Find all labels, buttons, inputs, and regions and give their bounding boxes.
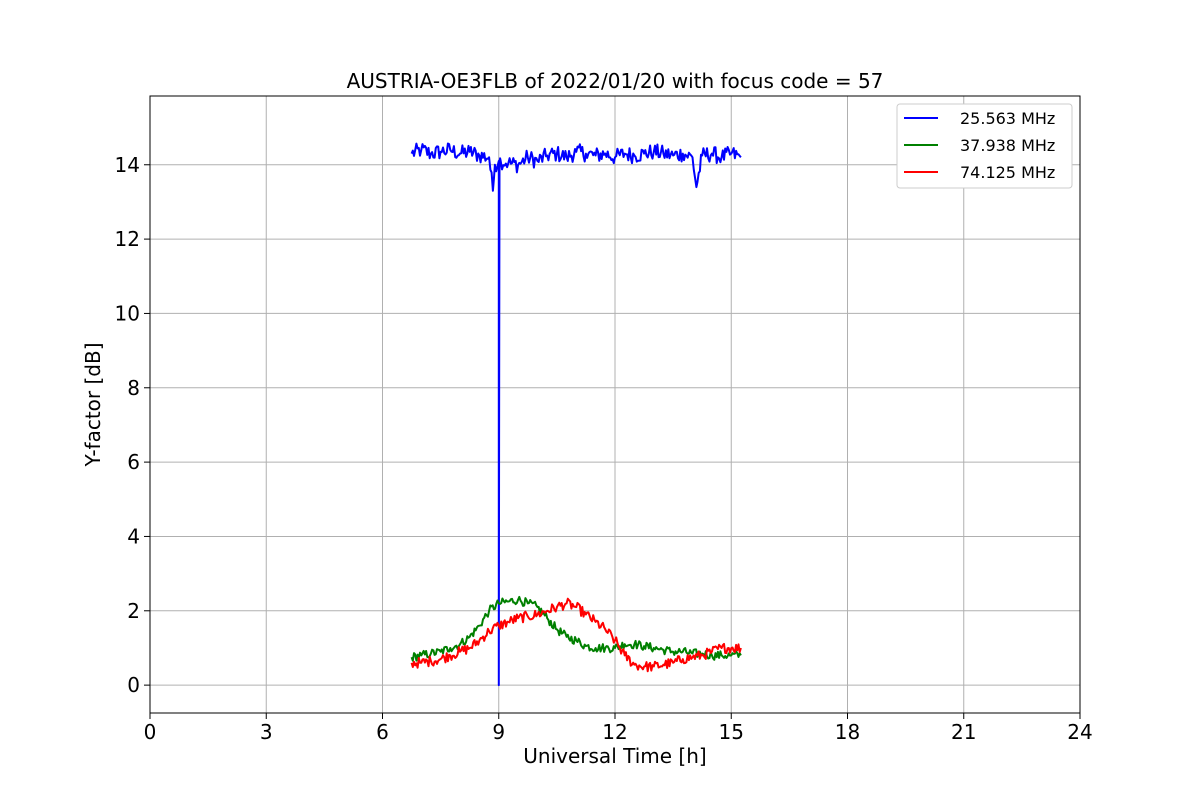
y-tick-label: 12 bbox=[115, 227, 140, 251]
x-tick-label: 15 bbox=[719, 720, 744, 744]
series-line-1 bbox=[410, 142, 742, 687]
legend-box bbox=[896, 103, 1073, 189]
y-axis-label: Y-factor [dB] bbox=[81, 342, 105, 467]
y-tick-label: 4 bbox=[127, 524, 140, 548]
legend-label: 37.938 MHz bbox=[960, 136, 1055, 155]
x-tick-label: 3 bbox=[260, 720, 273, 744]
x-tick-label: 21 bbox=[951, 720, 976, 744]
legend: 25.563 MHz 37.938 MHz 74.125 MHz bbox=[896, 103, 1073, 189]
y-tick-label: 14 bbox=[115, 153, 140, 177]
x-tick-label: 0 bbox=[144, 720, 157, 744]
y-tick-label: 2 bbox=[127, 599, 140, 623]
legend-label: 74.125 MHz bbox=[960, 163, 1055, 182]
x-tick-label: 6 bbox=[376, 720, 389, 744]
y-tick-label: 0 bbox=[127, 673, 140, 697]
x-tick-label: 12 bbox=[602, 720, 627, 744]
x-tick-label: 24 bbox=[1067, 720, 1092, 744]
y-tick-label: 10 bbox=[115, 301, 140, 325]
chart-title: AUSTRIA-OE3FLB of 2022/01/20 with focus … bbox=[347, 69, 884, 93]
y-tick-label: 8 bbox=[127, 376, 140, 400]
legend-label: 25.563 MHz bbox=[960, 109, 1055, 128]
x-tick-label: 18 bbox=[835, 720, 860, 744]
series-line-3 bbox=[410, 597, 742, 673]
y-tick-label: 6 bbox=[127, 450, 140, 474]
series-line-2 bbox=[410, 595, 742, 662]
x-tick-label: 9 bbox=[492, 720, 505, 744]
x-axis-label: Universal Time [h] bbox=[523, 744, 706, 768]
series-layer bbox=[410, 142, 742, 687]
